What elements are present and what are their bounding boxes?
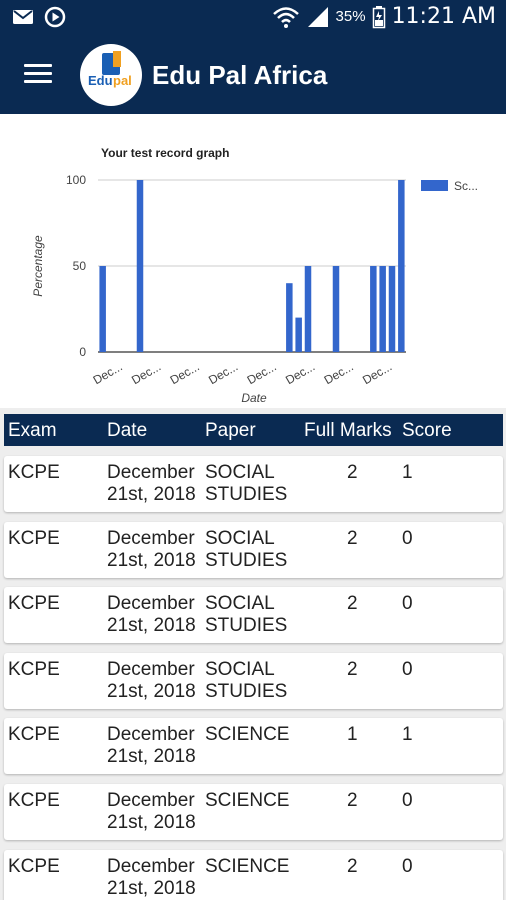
cell-paper: SCIENCE <box>205 724 290 746</box>
cell-paper: SOCIAL STUDIES <box>205 527 288 571</box>
cell-date: December 21st, 2018 <box>107 462 196 505</box>
cell-full-marks: 2 <box>347 527 358 549</box>
cell-exam: KCPE <box>8 658 60 680</box>
wifi-icon <box>272 6 299 28</box>
table-header: Exam Date Paper Full Marks Score <box>4 414 503 446</box>
results-list: KCPE December 21st, 2018 SOCIAL STUDIES 2 … <box>4 456 503 900</box>
x-tick-label: Dec... <box>206 359 240 387</box>
chart-bar <box>332 266 340 352</box>
table-row[interactable]: KCPE December 21st, 2018 SCIENCE 1 1 <box>4 718 503 775</box>
status-bar: 35% 11:21 AM <box>0 0 506 36</box>
chart-title: Your test record graph <box>101 146 229 160</box>
cell-score: 0 <box>402 789 413 811</box>
legend-label: Sc... <box>454 179 478 193</box>
cell-exam: KCPE <box>8 462 60 483</box>
cell-full-marks: 2 <box>347 658 358 680</box>
table-row[interactable]: KCPE December 21st, 2018 SCIENCE 2 0 <box>4 783 503 840</box>
header-full-marks: Full Marks <box>304 420 392 441</box>
header-exam: Exam <box>8 420 57 441</box>
cell-score: 0 <box>402 658 413 680</box>
cell-score: 1 <box>402 724 413 746</box>
cell-full-marks: 2 <box>347 462 358 483</box>
table-row[interactable]: KCPE December 21st, 2018 SCIENCE 2 0 <box>4 849 503 900</box>
play-icon <box>44 6 66 28</box>
cell-paper: SCIENCE <box>205 789 290 811</box>
cell-paper: SCIENCE <box>205 855 290 877</box>
app-bar: Edu pal Edu Pal Africa <box>0 36 506 114</box>
header-date: Date <box>107 420 148 441</box>
x-tick-label: Dec... <box>129 359 163 387</box>
chart-bar <box>388 266 396 352</box>
svg-text:pal: pal <box>113 73 132 88</box>
table-row[interactable]: KCPE December 21st, 2018 SOCIAL STUDIES 2 … <box>4 521 503 578</box>
svg-text:Edu: Edu <box>88 73 113 88</box>
cell-date: December 21st, 2018 <box>107 593 196 637</box>
cell-score: 0 <box>402 527 413 549</box>
cell-exam: KCPE <box>8 593 60 615</box>
x-tick-label: Dec... <box>283 359 317 387</box>
chart-bar <box>370 266 377 352</box>
table-row[interactable]: KCPE December 21st, 2018 SOCIAL STUDIES 2 … <box>4 456 503 512</box>
y-tick-label: 50 <box>73 259 87 273</box>
cell-date: December 21st, 2018 <box>107 527 196 571</box>
table-row[interactable]: KCPE December 21st, 2018 SOCIAL STUDIES 2 … <box>4 587 503 644</box>
x-tick-label: Dec... <box>168 359 202 387</box>
chart-bar <box>99 266 106 352</box>
chart-bar <box>379 266 386 352</box>
cell-exam: KCPE <box>8 789 60 811</box>
cell-exam: KCPE <box>8 724 60 746</box>
app-logo: Edu pal <box>80 44 142 106</box>
x-axis-label: Date <box>241 391 267 405</box>
x-tick-label: Dec... <box>322 359 356 387</box>
cell-date: December 21st, 2018 <box>107 724 196 768</box>
cell-date: December 21st, 2018 <box>107 855 196 899</box>
chart-bar <box>398 180 405 352</box>
cell-score: 0 <box>402 593 413 615</box>
battery-icon <box>372 5 385 28</box>
chart-bar <box>286 283 293 352</box>
mail-icon <box>13 10 33 24</box>
clock: 11:21 AM <box>391 4 496 29</box>
chart-card: Your test record graph 0 50 100 Dec... Dec.… <box>0 114 506 408</box>
cell-score: 0 <box>402 855 413 877</box>
cell-full-marks: 2 <box>347 789 358 811</box>
y-axis-label: Percentage <box>31 235 45 297</box>
cell-date: December 21st, 2018 <box>107 789 196 833</box>
chart-bar <box>136 180 144 352</box>
menu-icon[interactable] <box>24 64 54 86</box>
cell-score: 1 <box>402 462 413 483</box>
cell-full-marks: 2 <box>347 855 358 877</box>
header-score: Score <box>402 420 452 441</box>
cell-full-marks: 1 <box>347 724 358 746</box>
chart-bar <box>304 266 312 352</box>
y-tick-label: 0 <box>79 345 86 359</box>
chart-bar <box>295 317 302 352</box>
cell-date: December 21st, 2018 <box>107 658 196 702</box>
x-tick-label: Dec... <box>245 359 279 387</box>
legend-swatch <box>421 180 448 191</box>
y-tick-label: 100 <box>66 173 86 187</box>
cell-paper: SOCIAL STUDIES <box>205 658 288 702</box>
table-row[interactable]: KCPE December 21st, 2018 SOCIAL STUDIES 2 … <box>4 652 503 709</box>
cell-exam: KCPE <box>8 527 60 549</box>
cell-paper: SOCIAL STUDIES <box>205 462 288 505</box>
signal-icon <box>307 6 328 27</box>
cell-full-marks: 2 <box>347 593 358 615</box>
header-paper: Paper <box>205 420 256 441</box>
x-tick-label: Dec... <box>91 359 125 387</box>
battery-percent: 35% <box>335 8 366 25</box>
cell-exam: KCPE <box>8 855 60 877</box>
cell-paper: SOCIAL STUDIES <box>205 593 288 637</box>
x-tick-label: Dec... <box>360 359 394 387</box>
app-title: Edu Pal Africa <box>152 60 328 90</box>
